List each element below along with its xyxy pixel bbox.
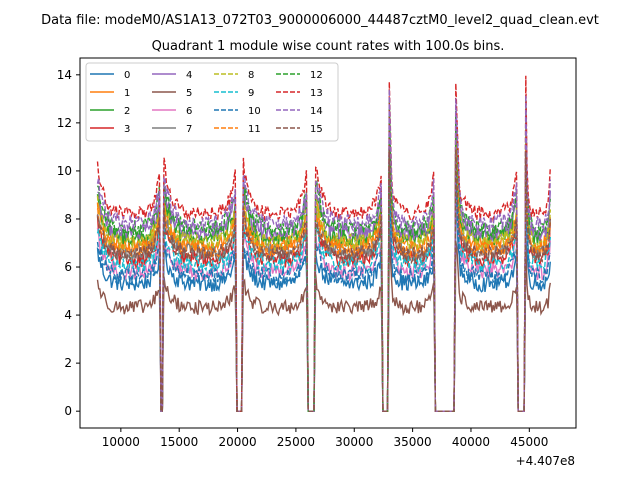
- legend-label-9: 9: [248, 88, 254, 99]
- legend-label-0: 0: [124, 70, 130, 81]
- x-tick-label: 40000: [452, 435, 490, 449]
- legend-label-6: 6: [186, 106, 192, 117]
- legend-label-7: 7: [186, 124, 192, 135]
- y-tick-label: 10: [57, 164, 72, 178]
- legend-label-13: 13: [310, 88, 323, 99]
- x-axis-offset-label: +4.407e8: [516, 454, 575, 468]
- x-tick-label: 20000: [218, 435, 256, 449]
- x-tick-label: 30000: [335, 435, 373, 449]
- x-tick-label: 45000: [510, 435, 548, 449]
- legend-label-11: 11: [248, 124, 261, 135]
- x-axis: 10000 15000 20000 25000 30000 35000 40000 45000: [102, 428, 548, 449]
- legend-frame: [85, 62, 339, 142]
- x-tick-label: 25000: [277, 435, 315, 449]
- x-tick-label: 10000: [102, 435, 140, 449]
- legend-label-1: 1: [124, 88, 130, 99]
- y-axis: 0 2 4 6 8 10 12 14: [57, 68, 80, 418]
- plot-area: 10000 15000 20000 25000 30000 35000 40000 45000…: [57, 57, 577, 468]
- series-line-15: [96, 149, 551, 412]
- y-tick-label: 6: [64, 260, 72, 274]
- y-tick-label: 2: [64, 356, 72, 370]
- x-tick-label: 35000: [394, 435, 432, 449]
- series-layer: [96, 75, 551, 412]
- legend-label-2: 2: [124, 106, 130, 117]
- legend-label-8: 8: [248, 70, 254, 81]
- chart-title: Quadrant 1 module wise count rates with …: [152, 39, 505, 54]
- legend-label-3: 3: [124, 124, 130, 135]
- y-tick-label: 8: [64, 212, 72, 226]
- legend-label-14: 14: [310, 106, 323, 117]
- x-tick-label: 15000: [160, 435, 198, 449]
- y-tick-label: 4: [64, 308, 72, 322]
- series-line-13: [96, 75, 551, 412]
- legend-label-10: 10: [248, 106, 261, 117]
- y-tick-label: 14: [57, 68, 72, 82]
- series-line-14: [96, 89, 551, 412]
- axes-frame: [79, 57, 577, 429]
- legend-label-4: 4: [186, 70, 192, 81]
- legend-label-5: 5: [186, 88, 192, 99]
- legend-label-15: 15: [310, 124, 323, 135]
- figure-suptitle: Data file: modeM0/AS1A13_072T03_90000060…: [41, 13, 599, 28]
- y-tick-label: 0: [64, 404, 72, 418]
- y-tick-label: 12: [57, 116, 72, 130]
- legend-label-12: 12: [310, 70, 323, 81]
